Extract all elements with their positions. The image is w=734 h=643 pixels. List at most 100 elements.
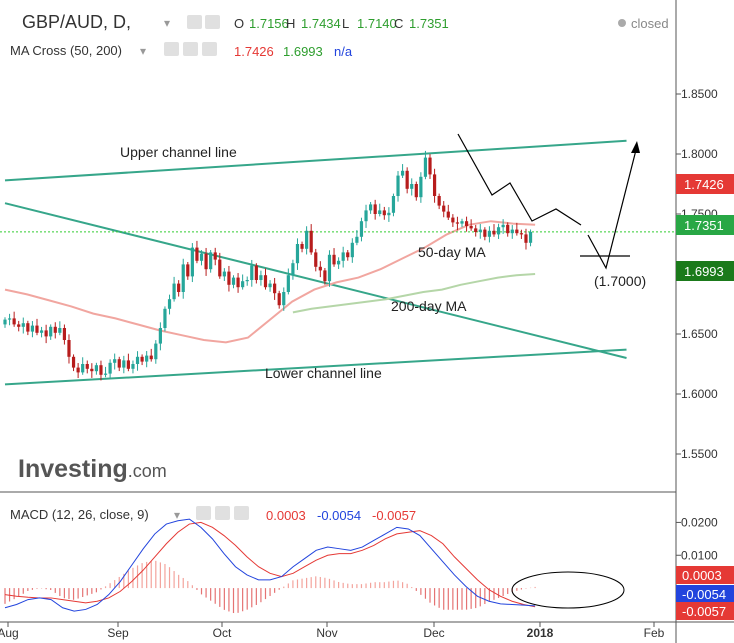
candle-body (291, 263, 295, 276)
candle-body (327, 254, 332, 282)
ma-close-icon[interactable] (202, 42, 217, 56)
candle-body (483, 229, 487, 237)
candle-body (199, 253, 204, 261)
settings-icon[interactable] (205, 15, 220, 29)
candle-body (30, 325, 35, 332)
candle-body (58, 328, 62, 333)
candle-body (39, 330, 44, 333)
candle-body (12, 318, 16, 325)
candle-body (300, 244, 304, 249)
annotation-upper-channel: Upper channel line (120, 144, 237, 160)
candle-body (81, 364, 85, 373)
candle-body (295, 244, 300, 264)
candle-body (181, 264, 185, 292)
ma-dropdown-icon: ▾ (140, 44, 146, 58)
macd-value-tag (676, 566, 734, 584)
candle-body (62, 328, 67, 340)
y-tick-label: 1.6500 (681, 327, 718, 341)
macd-signal-line (4, 521, 536, 608)
candle-body (332, 254, 336, 265)
candle-body (7, 318, 12, 320)
y-tick-label: 1.8000 (681, 147, 718, 161)
ohlc-value: 1.7351 (409, 16, 449, 31)
ma-settings-icon[interactable] (183, 42, 198, 56)
macd-value-tag-label: -0.0057 (682, 604, 726, 619)
candle-body (67, 340, 71, 357)
candle-body (277, 293, 281, 306)
candle-body (323, 270, 327, 282)
candle-body (254, 265, 258, 280)
candle-body (149, 355, 153, 360)
macd-value-1: 0.0003 (266, 508, 306, 523)
candle-body (451, 217, 455, 223)
candle-body (286, 275, 290, 292)
candle-body (478, 229, 482, 232)
y-tick-label: 1.8500 (681, 87, 718, 101)
visibility-toggle-icon[interactable] (187, 15, 202, 29)
candle-body (446, 211, 450, 218)
candle-body (414, 184, 418, 198)
candle-body (506, 224, 510, 234)
candle-body (469, 226, 473, 229)
macd-value-2: -0.0054 (317, 508, 361, 523)
macd-settings-icon[interactable] (215, 506, 230, 520)
candle-body (268, 283, 272, 288)
candle-body (90, 368, 94, 372)
candle-body (85, 364, 89, 369)
candle-body (250, 265, 254, 280)
candle-body (71, 356, 76, 368)
macd-y-tick-label: 0.0200 (681, 515, 718, 529)
macd-line (4, 518, 536, 612)
watermark-logo: Investing.com (18, 455, 167, 483)
candle-body (464, 221, 469, 226)
market-status-icon (618, 19, 626, 27)
market-status: closed (631, 16, 669, 31)
x-tick-label: Oct (213, 626, 232, 640)
candle-body (460, 221, 464, 224)
y-tick-label: 1.5500 (681, 447, 718, 461)
candle-body (122, 360, 126, 368)
annotation-target: (1.7000) (594, 273, 646, 289)
candle-body (359, 221, 364, 237)
candle-body (126, 360, 130, 369)
candle-body (419, 176, 423, 198)
candle-body (510, 229, 514, 234)
x-tick-label: Aug (0, 626, 19, 640)
candle-body (209, 252, 213, 270)
candle-body (519, 233, 524, 235)
macd-value-tag-label: 0.0003 (682, 568, 722, 583)
candle-body (528, 231, 533, 243)
macd-close-icon[interactable] (234, 506, 249, 520)
candle-body (396, 175, 400, 196)
candle-body (400, 170, 405, 176)
macd-value-tag (676, 602, 734, 620)
ma-visibility-icon[interactable] (164, 42, 179, 56)
symbol-dropdown-icon: ▾ (164, 16, 170, 30)
y-tick-label: 1.6000 (681, 387, 718, 401)
candle-body (3, 319, 7, 325)
macd-visibility-icon[interactable] (196, 506, 211, 520)
macd-label: MACD (12, 26, close, 9) (10, 507, 149, 522)
candle-body (487, 230, 492, 237)
candle-body (53, 326, 57, 333)
candle-body (314, 252, 318, 267)
candle-body (94, 365, 98, 372)
candle-body (378, 210, 382, 214)
ma200-value: 1.6993 (283, 44, 323, 59)
projection-path (587, 145, 638, 270)
candle-body (172, 283, 176, 300)
candle-body (231, 277, 236, 285)
ma50-value: 1.7426 (234, 44, 274, 59)
watermark-suffix: .com (128, 461, 167, 481)
candle-body (218, 259, 222, 277)
watermark-brand: Investing (18, 455, 128, 483)
candle-body (442, 205, 446, 212)
macd-value-tag-label: -0.0054 (682, 587, 726, 602)
price-tag-label: 1.7426 (684, 177, 724, 192)
candle-body (405, 170, 409, 189)
candle-body (273, 283, 277, 294)
candle-body (355, 236, 359, 243)
candle-body (108, 362, 112, 374)
candle-body (423, 157, 428, 177)
